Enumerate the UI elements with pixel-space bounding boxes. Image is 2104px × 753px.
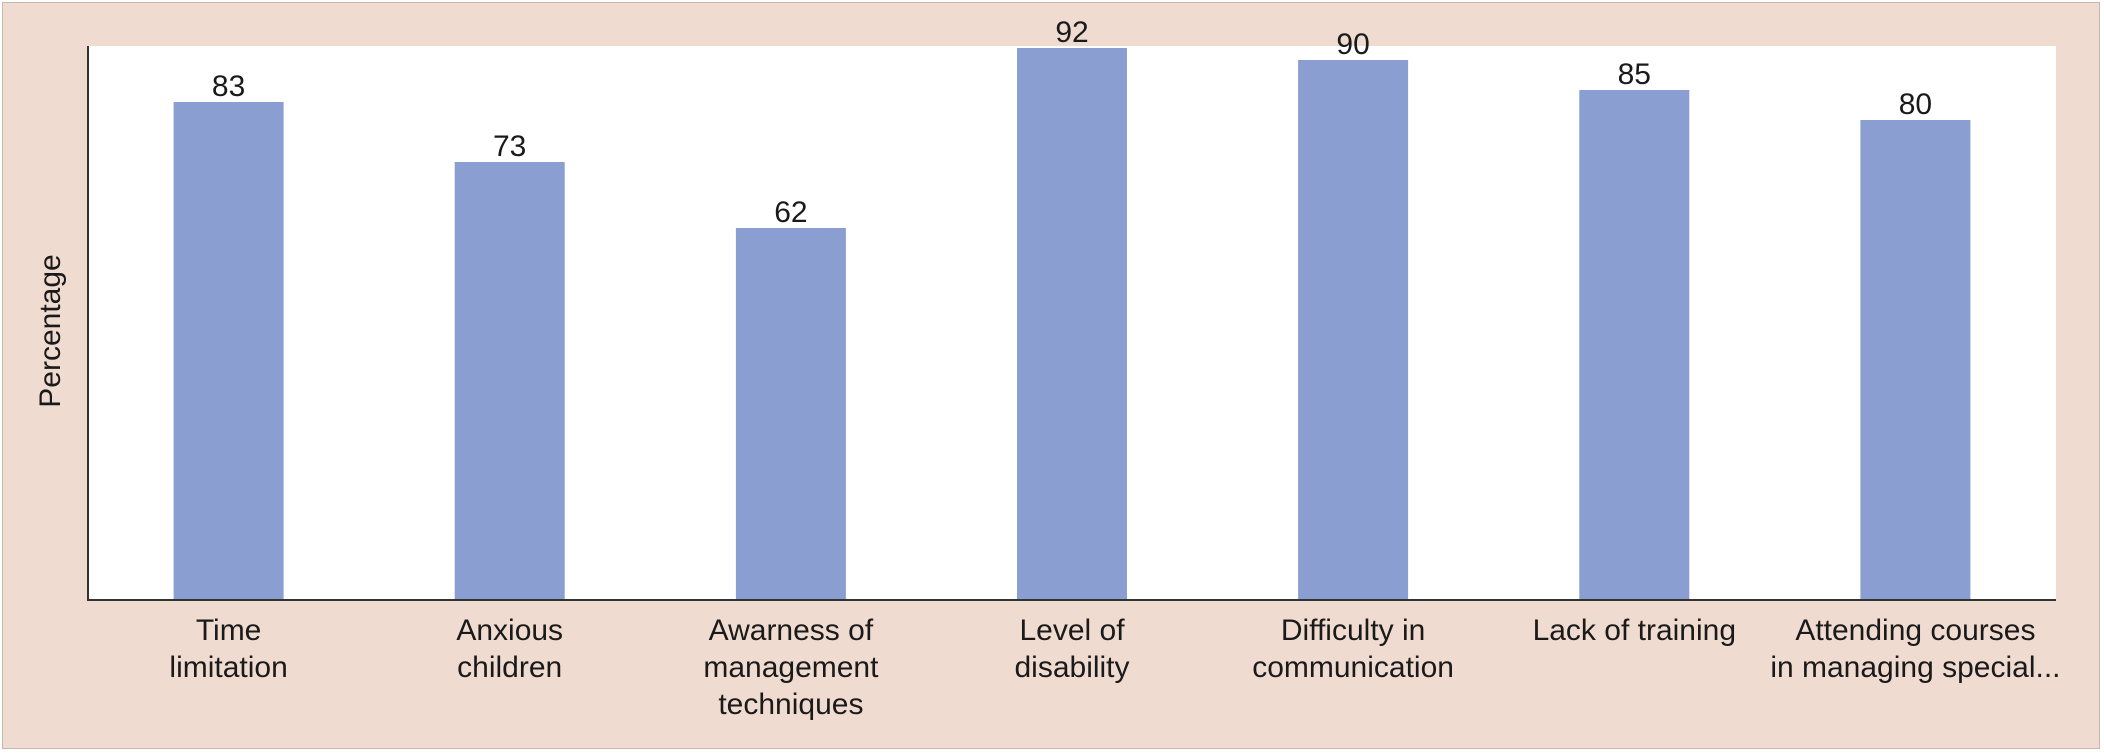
x-tick-label-line: Level of	[1019, 614, 1125, 647]
bar-5	[1298, 60, 1409, 600]
bar-3	[735, 228, 846, 600]
x-tick-label-line: communication	[1252, 651, 1454, 684]
x-tick-label-line: in managing special...	[1770, 651, 2060, 684]
x-tick-label-line: Anxious	[456, 614, 563, 647]
x-tick-label-line: management	[703, 651, 879, 684]
x-tick-label-line: Difficulty in	[1281, 614, 1426, 647]
data-label-4: 92	[1055, 16, 1088, 49]
x-tick-label-line: children	[457, 651, 562, 684]
x-tick-label-2: Anxious children	[456, 614, 563, 684]
x-tick-label-line: Time	[196, 614, 262, 647]
x-tick-label-1: Time limitation	[169, 614, 287, 684]
data-label-3: 62	[774, 196, 807, 229]
bar-2	[454, 162, 565, 600]
bar-7	[1860, 120, 1971, 600]
x-tick-label-line: techniques	[718, 688, 863, 721]
data-label-5: 90	[1336, 28, 1369, 61]
bar-6	[1579, 90, 1690, 600]
x-tick-label-6: Lack of training	[1533, 614, 1736, 647]
bar-4	[1017, 48, 1127, 600]
bar-1	[173, 102, 284, 600]
x-tick-label-4: Level of disability	[1014, 614, 1129, 684]
x-tick-label-line: Awarness of	[709, 614, 874, 647]
data-label-1: 83	[212, 70, 245, 103]
data-label-7: 80	[1899, 88, 1932, 121]
x-tick-label-line: disability	[1014, 651, 1129, 684]
y-axis-label: Percentage	[34, 254, 67, 407]
x-tick-label-line: limitation	[169, 651, 287, 684]
x-tick-label-5: Difficulty in communication	[1252, 614, 1454, 684]
x-tick-label-line: Attending courses	[1795, 614, 2035, 647]
x-tick-label-line: Lack of training	[1533, 614, 1736, 647]
x-tick-label-7: Attending courses in managing special...	[1770, 614, 2060, 684]
x-tick-label-3: Awarness of management techniques	[703, 614, 879, 721]
data-label-6: 85	[1618, 58, 1651, 91]
data-label-2: 73	[493, 130, 526, 163]
